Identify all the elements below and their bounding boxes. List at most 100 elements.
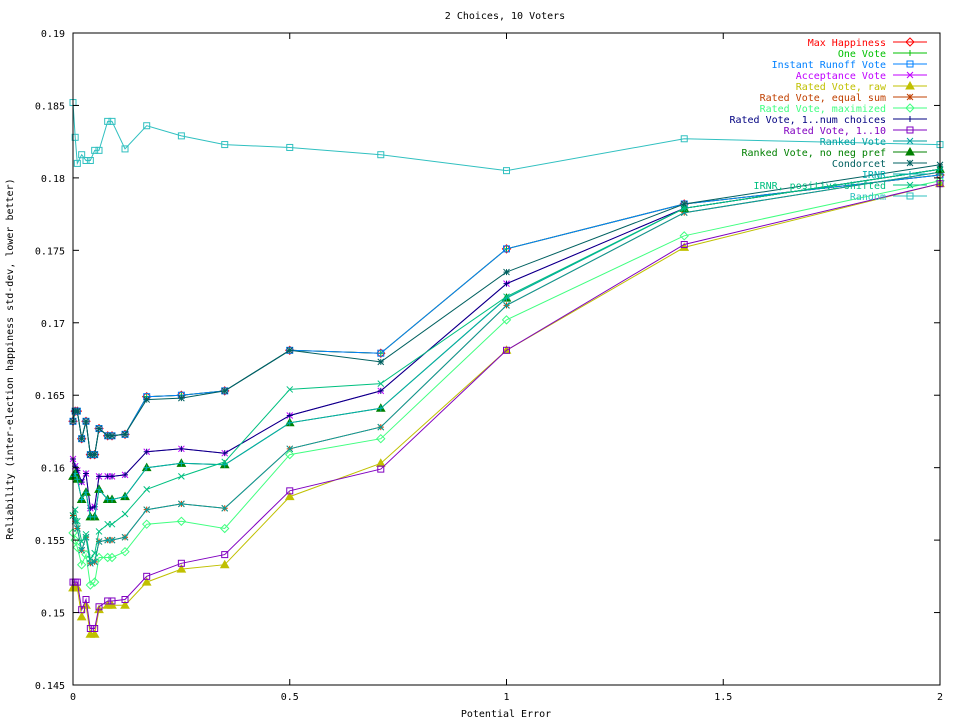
y-tick-label: 0.19 bbox=[41, 29, 65, 40]
data-point bbox=[76, 611, 87, 621]
series-1 bbox=[70, 171, 943, 458]
data-point bbox=[121, 145, 129, 153]
data-point bbox=[71, 133, 79, 141]
data-point bbox=[104, 432, 112, 440]
data-point bbox=[82, 530, 90, 538]
legend-label: Condorcet bbox=[832, 159, 886, 170]
data-point bbox=[83, 470, 90, 477]
series-line bbox=[72, 102, 941, 172]
legend-marker bbox=[906, 137, 914, 145]
data-point bbox=[501, 315, 512, 325]
data-point bbox=[122, 471, 129, 478]
data-point bbox=[377, 349, 385, 357]
series-6 bbox=[68, 176, 945, 590]
data-point bbox=[219, 559, 230, 569]
data-point bbox=[122, 493, 129, 500]
series-5 bbox=[69, 168, 944, 567]
data-point bbox=[286, 386, 294, 393]
data-point bbox=[96, 473, 103, 480]
data-point bbox=[176, 564, 187, 573]
legend-label: Rated Vote, 1..num choices bbox=[729, 115, 886, 126]
data-point bbox=[178, 445, 185, 452]
series-11 bbox=[69, 161, 944, 458]
data-point bbox=[286, 143, 294, 151]
legend-marker bbox=[906, 159, 914, 167]
series-line bbox=[72, 171, 941, 564]
data-point bbox=[109, 473, 116, 480]
data-point bbox=[679, 231, 689, 241]
data-point bbox=[143, 486, 151, 493]
data-point bbox=[91, 513, 98, 520]
data-point bbox=[503, 302, 510, 309]
data-point bbox=[177, 132, 185, 140]
data-point bbox=[85, 580, 96, 590]
legend-marker bbox=[905, 37, 915, 47]
data-point bbox=[121, 596, 129, 604]
series-9 bbox=[69, 168, 944, 567]
data-point bbox=[95, 146, 103, 154]
series-13 bbox=[69, 165, 944, 563]
data-point bbox=[74, 476, 81, 483]
legend-marker bbox=[906, 93, 914, 101]
data-point bbox=[377, 380, 385, 387]
data-point bbox=[679, 242, 690, 251]
data-point bbox=[78, 496, 85, 503]
data-point bbox=[286, 445, 294, 453]
data-point bbox=[86, 157, 94, 165]
data-point bbox=[78, 435, 86, 443]
data-point bbox=[95, 528, 103, 535]
y-tick-label: 0.165 bbox=[35, 391, 65, 402]
data-point bbox=[82, 157, 90, 165]
data-point bbox=[78, 151, 86, 159]
data-point bbox=[285, 449, 295, 460]
data-point bbox=[108, 432, 116, 440]
data-point bbox=[221, 551, 229, 559]
series-10 bbox=[68, 164, 945, 521]
legend-marker bbox=[906, 71, 914, 79]
data-point bbox=[221, 450, 228, 457]
legend-marker bbox=[907, 50, 913, 56]
data-point bbox=[121, 510, 129, 518]
data-point bbox=[143, 464, 150, 471]
legend-marker bbox=[907, 116, 913, 122]
x-axis-label: Potential Error bbox=[461, 709, 551, 720]
legend-label: Rated Vote, equal sum bbox=[760, 93, 886, 104]
data-point bbox=[73, 407, 81, 415]
series-8 bbox=[69, 180, 944, 632]
data-point bbox=[107, 600, 117, 609]
data-point bbox=[76, 560, 87, 570]
data-point bbox=[78, 538, 86, 545]
legend-label: Acceptance Vote bbox=[796, 71, 886, 82]
data-point bbox=[503, 280, 510, 287]
data-point bbox=[91, 558, 99, 566]
series-line bbox=[72, 168, 941, 509]
y-tick-label: 0.175 bbox=[35, 246, 65, 257]
data-point bbox=[86, 451, 94, 458]
legend-marker bbox=[906, 192, 914, 200]
y-axis: 0.145 0.15 0.155 0.16 0.165 0.17 0.175 0.18 0.18… bbox=[35, 29, 940, 692]
x-tick-label: 2 bbox=[937, 692, 943, 703]
data-point bbox=[121, 430, 129, 438]
data-point bbox=[503, 268, 510, 276]
y-tick-label: 0.18 bbox=[41, 174, 65, 185]
x-axis: 0 0.5 1 1.5 2 bbox=[70, 33, 943, 703]
data-point bbox=[107, 552, 117, 563]
data-point bbox=[73, 517, 81, 525]
data-point bbox=[143, 448, 150, 455]
data-point bbox=[680, 135, 688, 143]
data-point bbox=[503, 245, 510, 253]
data-point bbox=[680, 204, 688, 212]
data-point bbox=[286, 346, 294, 354]
y-tick-label: 0.15 bbox=[41, 609, 65, 620]
legend-marker bbox=[906, 126, 914, 134]
x-tick-label: 0 bbox=[70, 692, 76, 703]
data-point bbox=[377, 151, 385, 159]
series-14 bbox=[69, 99, 944, 175]
data-point bbox=[503, 167, 510, 175]
data-point bbox=[178, 473, 185, 480]
data-point bbox=[102, 552, 113, 563]
series-line bbox=[73, 183, 941, 629]
legend-label: Ranked Vote, no neg pref bbox=[742, 148, 887, 159]
